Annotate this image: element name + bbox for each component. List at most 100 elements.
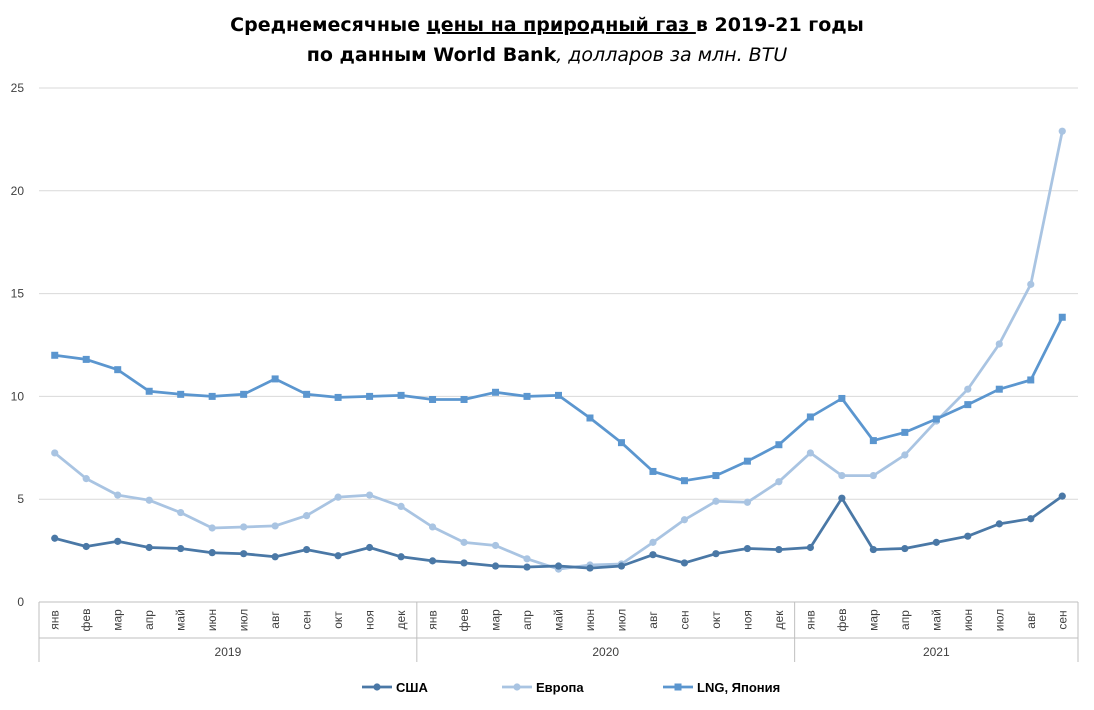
title-part: Среднемесячные [230,14,427,36]
data-point [271,522,279,530]
y-tick-label: 5 [17,492,24,506]
data-point [428,557,437,565]
data-point [51,534,59,542]
x-tick-label: апр [898,610,912,630]
data-point [1058,127,1066,135]
data-point [743,457,751,465]
data-point [712,472,720,480]
data-point [523,555,531,563]
data-point [932,538,940,546]
data-point [932,415,940,423]
x-tick-label: май [174,609,188,631]
data-point [523,392,531,400]
data-point [806,449,814,457]
data-point [208,524,216,532]
data-point [114,537,122,545]
data-point [995,340,1003,348]
x-tick-label: окт [331,611,345,629]
data-point [51,351,59,359]
data-point [680,477,688,485]
x-tick-label: окт [709,611,723,629]
data-point [397,553,405,561]
year-label: 2021 [923,645,950,659]
x-tick-label: мар [489,609,503,631]
data-point [712,550,720,558]
data-point [334,493,342,501]
title-part: по данным World Bank [306,44,557,66]
data-point [649,551,657,559]
data-point [1027,376,1035,384]
y-tick-label: 15 [11,287,25,301]
legend-label: Европа [536,680,584,695]
x-tick-label: июл [614,609,628,631]
x-tick-label: авг [1024,611,1038,629]
data-point [586,414,594,422]
data-point [806,413,814,421]
data-point [995,520,1003,528]
title-part: в 2019-21 годы [695,14,864,36]
data-point [334,393,342,401]
x-tick-label: июн [961,609,975,631]
x-tick-label: ноя [363,610,377,630]
x-tick-label: авг [646,611,660,629]
x-tick-label: авг [268,611,282,629]
x-tick-label: янв [48,610,62,630]
data-point [1027,515,1035,523]
x-tick-label: мар [866,609,880,631]
data-point [51,449,59,457]
data-point [114,491,122,499]
year-label: 2019 [215,645,242,659]
data-point [177,508,185,517]
data-point [1027,280,1035,288]
data-point [271,553,279,561]
data-point [901,428,909,436]
series-line [54,494,1064,570]
x-tick-label: янв [426,610,440,630]
data-point [775,478,783,486]
x-tick-label: апр [142,610,156,630]
legend: США Европа LNG, Япония [362,680,780,695]
data-point [366,392,374,400]
x-tick-label: апр [520,610,534,630]
x-tick-label: дек [772,610,786,630]
data-point [743,544,752,553]
data-point [743,498,752,506]
data-point [775,545,783,554]
data-point [460,559,468,567]
x-tick-label: июн [583,609,597,631]
series-layer [51,127,1066,573]
data-point [460,395,468,403]
data-point [365,491,374,499]
data-point [145,496,153,504]
data-point [838,394,846,402]
legend-label: LNG, Япония [697,680,780,695]
legend-marker [373,683,381,691]
data-point [177,544,185,553]
data-point [680,516,689,524]
data-point [523,563,531,571]
x-tick-label: июн [205,609,219,631]
data-point [208,549,216,557]
x-tick-label: фев [457,609,471,632]
chart-title-line2: по данным World Bank, долларов за млн. B… [0,44,1094,66]
x-tick-label: сен [1055,610,1069,629]
data-point [82,355,90,363]
data-point [869,437,877,445]
data-point [806,543,814,552]
title-underlined-part: цены на природный газ [426,14,696,36]
data-point [460,538,468,546]
x-tick-label: дек [394,610,408,630]
y-tick-label: 10 [11,389,25,403]
data-point [208,392,216,400]
data-point [838,471,846,480]
y-tick-label: 20 [11,184,25,198]
legend-marker [513,683,521,691]
data-point [649,538,657,546]
data-point [145,387,153,395]
data-point [491,562,500,570]
data-point [649,467,657,475]
data-point [901,451,909,459]
data-point [869,471,877,480]
data-point [964,532,972,540]
